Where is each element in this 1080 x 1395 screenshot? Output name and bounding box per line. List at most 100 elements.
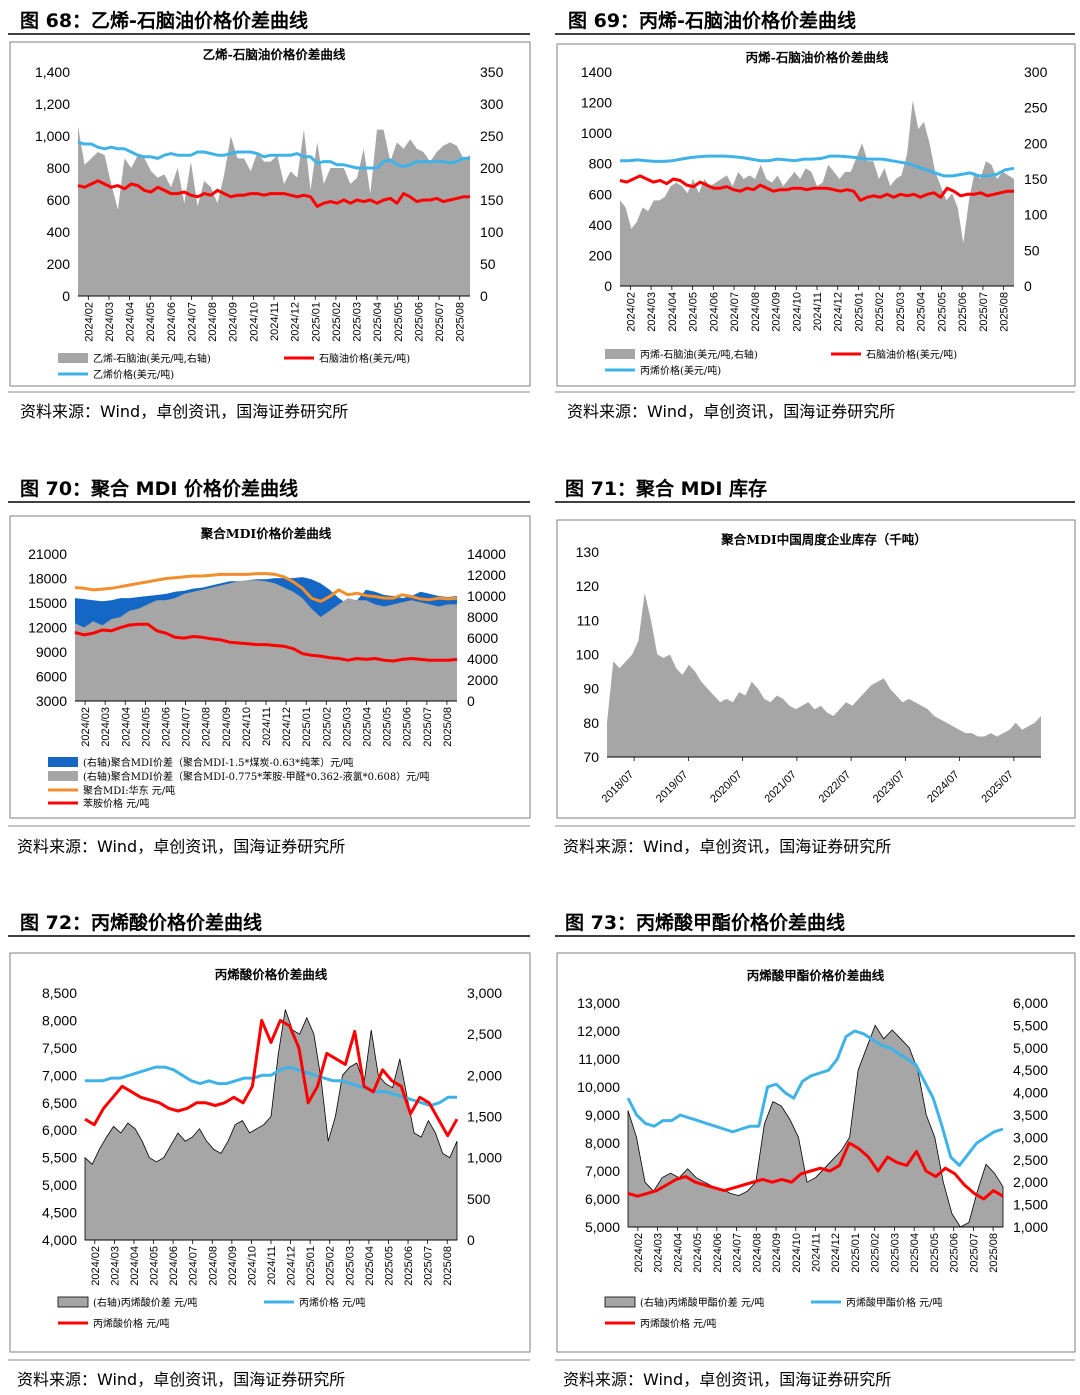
p73-series-area-0 xyxy=(627,1024,1004,1228)
p73-y2-tick-label: 5,500 xyxy=(1013,1017,1048,1033)
p73-legend-label: 丙烯酸甲酯价格 元/吨 xyxy=(846,1296,943,1309)
p68-x-tick-label: 2024/02 xyxy=(83,302,95,342)
p72-x-tick-label: 2024/02 xyxy=(90,1246,102,1286)
p69-x-tick-label: 2025/02 xyxy=(874,292,886,332)
p69-y2-tick-label: 0 xyxy=(1024,278,1032,294)
p68-x-tick-label: 2024/08 xyxy=(207,302,219,342)
p70-y2-tick-label: 2000 xyxy=(467,672,498,688)
p68-x-tick-label: 2024/07 xyxy=(186,302,198,342)
p68-y-tick-label: 200 xyxy=(47,256,71,272)
p70-x-tick-label: 2025/05 xyxy=(382,707,394,747)
p72-x-tick-label: 2025/05 xyxy=(383,1246,395,1286)
p72-y2-tick-label: 2,500 xyxy=(467,1026,502,1042)
p69-x-tick-label: 2024/02 xyxy=(625,292,637,332)
p69-y-tick-label: 600 xyxy=(589,186,613,202)
p70-x-tick-label: 2024/06 xyxy=(160,707,172,747)
p68-x-tick-label: 2025/03 xyxy=(352,302,364,342)
source-note-72: 资料来源：Wind，卓创资讯，国海证券研究所 xyxy=(17,1370,346,1389)
p68-x-tick-label: 2025/04 xyxy=(372,302,384,342)
p68-y-tick-label: 1,000 xyxy=(35,128,70,144)
p73-x-tick-label: 2025/04 xyxy=(909,1233,921,1273)
p69-y2-tick-label: 250 xyxy=(1024,100,1048,116)
p72-x-tick-label: 2025/06 xyxy=(403,1246,415,1286)
p69-x-tick-label: 2025/01 xyxy=(853,292,865,332)
p68-y2-tick-label: 50 xyxy=(480,256,496,272)
p72-series-area-0 xyxy=(84,1009,458,1241)
p70-x-tick-label: 2025/02 xyxy=(321,707,333,747)
p69-x-tick-label: 2025/04 xyxy=(916,292,928,332)
p70-y-tick-label: 15000 xyxy=(28,595,67,611)
p69-x-tick-label: 2024/06 xyxy=(708,292,720,332)
p68-x-tick-label: 2024/05 xyxy=(145,302,157,342)
p68-x-tick-label: 2024/03 xyxy=(104,302,116,342)
p69-x-tick-label: 2024/10 xyxy=(791,292,803,332)
p73-y-tick-label: 9,000 xyxy=(585,1107,620,1123)
p73-x-tick-label: 2024/02 xyxy=(633,1233,645,1273)
p73-y2-tick-label: 2,000 xyxy=(1013,1174,1048,1190)
p73-y2-tick-label: 4,500 xyxy=(1013,1062,1048,1078)
p70-y2-tick-label: 4000 xyxy=(467,651,498,667)
p72-chart-frame xyxy=(9,952,531,1353)
p70-y2-tick-label: 6000 xyxy=(467,630,498,646)
p71-x-tick-label: 2022/07 xyxy=(817,769,854,806)
p72-y2-tick-label: 3,000 xyxy=(467,985,502,1001)
p70-chart-title: 聚合MDI价格价差曲线 xyxy=(200,526,332,541)
p73-y-tick-label: 6,000 xyxy=(585,1191,620,1207)
p72-series-line-2 xyxy=(84,1018,459,1138)
p72-x-tick-label: 2024/08 xyxy=(207,1246,219,1286)
p73-x-tick-label: 2024/11 xyxy=(811,1233,823,1272)
p69-series-line-2 xyxy=(620,154,1015,178)
p72-y2-tick-label: 500 xyxy=(467,1191,491,1207)
panel-title-73: 图 73：丙烯酸甲酯价格价差曲线 xyxy=(565,912,846,934)
p72-series-line-1 xyxy=(85,1065,457,1107)
p68-y2-tick-label: 200 xyxy=(480,160,504,176)
p70-y-tick-label: 12000 xyxy=(28,620,67,636)
p72-x-tick-label: 2024/10 xyxy=(246,1246,258,1286)
p70-series-line-2 xyxy=(74,572,458,603)
p72-y-tick-label: 7,000 xyxy=(42,1067,77,1083)
p70-y2-tick-label: 14000 xyxy=(467,546,506,562)
p73-y2-tick-label: 3,500 xyxy=(1013,1107,1048,1123)
p73-x-tick-label: 2024/08 xyxy=(751,1233,763,1273)
p68-y2-tick-label: 150 xyxy=(480,192,504,208)
p73-x-tick-label: 2024/10 xyxy=(791,1233,803,1273)
p70-x-tick-label: 2024/12 xyxy=(281,707,293,747)
p70-legend-label: (右轴)聚合MDI价差（聚合MDI-1.5*煤炭-0.63*纯苯）元/吨 xyxy=(83,756,354,769)
p70-x-tick-label: 2024/09 xyxy=(221,707,233,747)
p68-legend-label: 石脑油价格(美元/吨) xyxy=(319,352,410,365)
p70-y-tick-label: 6000 xyxy=(36,669,67,685)
source-note-71: 资料来源：Wind，卓创资讯，国海证券研究所 xyxy=(563,837,892,856)
p73-chart-frame xyxy=(556,952,1076,1353)
p70-x-tick-label: 2024/11 xyxy=(261,707,273,746)
p68-x-tick-label: 2025/06 xyxy=(413,302,425,342)
p72-x-tick-label: 2024/12 xyxy=(286,1246,298,1286)
p72-legend-label: 丙烯价格 元/吨 xyxy=(299,1296,366,1309)
p68-y-tick-label: 600 xyxy=(47,192,71,208)
p69-y-tick-label: 1000 xyxy=(581,125,612,141)
p68-x-tick-label: 2024/11 xyxy=(269,302,281,341)
p68-x-tick-label: 2025/08 xyxy=(455,302,467,342)
p72-x-tick-label: 2025/08 xyxy=(442,1246,454,1286)
p69-x-tick-label: 2025/07 xyxy=(978,292,990,332)
p69-x-tick-label: 2024/12 xyxy=(833,292,845,332)
p68-legend-label: 乙烯-石脑油(美元/吨,右轴) xyxy=(93,352,211,365)
p69-x-tick-label: 2024/09 xyxy=(771,292,783,332)
p73-y-tick-label: 11,000 xyxy=(578,1051,620,1067)
p73-x-tick-label: 2025/07 xyxy=(968,1233,980,1273)
p70-y-tick-label: 3000 xyxy=(36,693,67,709)
p70-y-tick-label: 18000 xyxy=(28,571,67,587)
p69-y-tick-label: 0 xyxy=(604,278,612,294)
p71-x-tick-label: 2020/07 xyxy=(708,769,745,806)
p71-x-tick-label: 2018/07 xyxy=(600,769,637,806)
p71-x-tick-label: 2024/07 xyxy=(925,769,962,806)
p68-y2-tick-label: 250 xyxy=(480,128,504,144)
p68-series-line-2 xyxy=(77,140,470,170)
p71-series-area-0 xyxy=(607,593,1041,757)
p68-legend-swatch xyxy=(58,353,88,363)
p72-x-tick-label: 2025/01 xyxy=(305,1246,317,1286)
p73-x-tick-label: 2024/06 xyxy=(712,1233,724,1273)
p69-x-tick-label: 2024/03 xyxy=(646,292,658,332)
p73-legend-label: 丙烯酸价格 元/吨 xyxy=(640,1317,717,1330)
p71-y-tick-label: 80 xyxy=(583,715,599,731)
p69-series-area-0 xyxy=(620,100,1014,286)
